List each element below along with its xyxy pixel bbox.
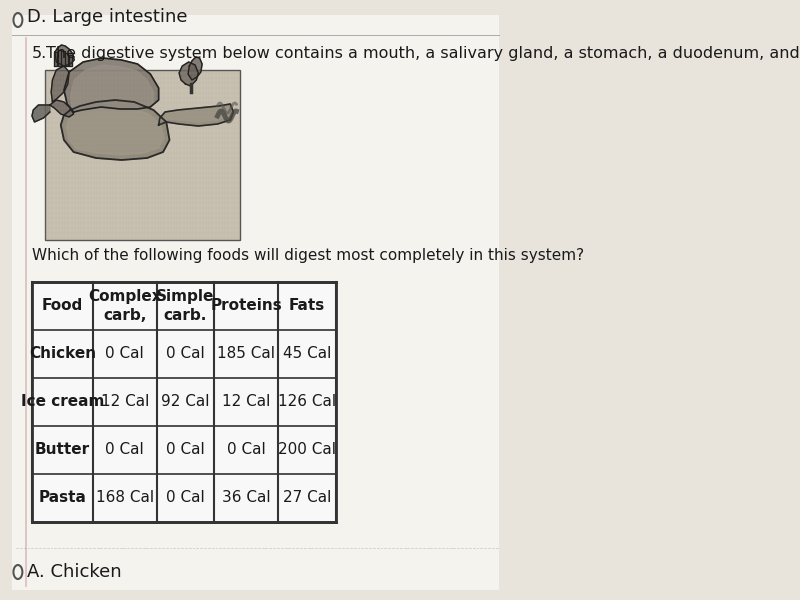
Text: 0 Cal: 0 Cal: [166, 491, 205, 505]
Text: D. Large intestine: D. Large intestine: [27, 8, 187, 26]
Text: 27 Cal: 27 Cal: [283, 491, 331, 505]
Text: 0 Cal: 0 Cal: [166, 346, 205, 361]
Text: 168 Cal: 168 Cal: [96, 491, 154, 505]
Text: Butter: Butter: [35, 443, 90, 457]
Text: 36 Cal: 36 Cal: [222, 491, 270, 505]
Text: 0 Cal: 0 Cal: [166, 443, 205, 457]
FancyBboxPatch shape: [11, 15, 499, 590]
FancyBboxPatch shape: [45, 70, 240, 240]
Text: A. Chicken: A. Chicken: [27, 563, 122, 581]
Polygon shape: [179, 62, 198, 86]
Polygon shape: [66, 53, 69, 66]
Text: Proteins: Proteins: [210, 298, 282, 313]
Polygon shape: [51, 66, 69, 102]
Text: Pasta: Pasta: [38, 491, 86, 505]
Polygon shape: [55, 45, 74, 66]
Polygon shape: [32, 105, 50, 122]
Polygon shape: [161, 105, 230, 122]
Polygon shape: [158, 104, 234, 126]
Text: 45 Cal: 45 Cal: [283, 346, 331, 361]
Text: The digestive system below contains a mouth, a salivary gland, a stomach, a duod: The digestive system below contains a mo…: [46, 46, 800, 61]
Text: 0 Cal: 0 Cal: [106, 346, 144, 361]
FancyBboxPatch shape: [32, 282, 336, 522]
Polygon shape: [54, 52, 57, 66]
Text: Complex
carb,: Complex carb,: [88, 289, 162, 323]
Polygon shape: [69, 55, 72, 66]
Text: Which of the following foods will digest most completely in this system?: Which of the following foods will digest…: [32, 248, 584, 263]
Text: Ice cream: Ice cream: [21, 395, 104, 409]
Text: Food: Food: [42, 298, 83, 313]
Text: 185 Cal: 185 Cal: [218, 346, 275, 361]
Text: 0 Cal: 0 Cal: [227, 443, 266, 457]
Text: 5.: 5.: [32, 46, 47, 61]
Text: 12 Cal: 12 Cal: [101, 395, 149, 409]
Polygon shape: [61, 100, 170, 160]
Text: 12 Cal: 12 Cal: [222, 395, 270, 409]
Polygon shape: [188, 57, 202, 80]
Polygon shape: [66, 106, 164, 155]
Text: 126 Cal: 126 Cal: [278, 395, 336, 409]
Text: 0 Cal: 0 Cal: [106, 443, 144, 457]
Polygon shape: [50, 100, 74, 117]
Polygon shape: [64, 58, 158, 112]
Polygon shape: [58, 50, 61, 66]
Text: 92 Cal: 92 Cal: [162, 395, 210, 409]
Polygon shape: [70, 65, 154, 115]
Text: Simple
carb.: Simple carb.: [156, 289, 214, 323]
Text: Chicken: Chicken: [29, 346, 96, 361]
Polygon shape: [62, 51, 65, 66]
Text: 200 Cal: 200 Cal: [278, 443, 336, 457]
Text: Fats: Fats: [289, 298, 325, 313]
